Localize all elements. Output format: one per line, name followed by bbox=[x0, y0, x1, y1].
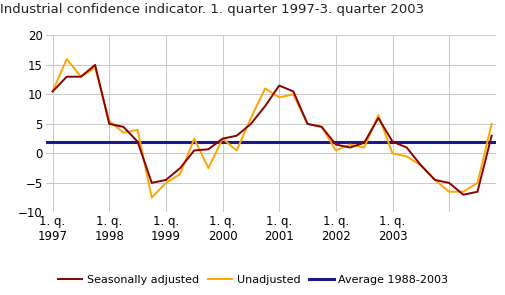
Seasonally adjusted bbox=[276, 84, 282, 87]
Unadjusted bbox=[219, 137, 225, 140]
Unadjusted bbox=[78, 75, 84, 78]
Unadjusted bbox=[191, 137, 197, 140]
Unadjusted bbox=[148, 196, 155, 199]
Unadjusted bbox=[276, 96, 282, 99]
Seasonally adjusted bbox=[332, 143, 338, 146]
Unadjusted bbox=[163, 181, 169, 185]
Seasonally adjusted bbox=[445, 181, 451, 185]
Seasonally adjusted bbox=[417, 163, 423, 167]
Seasonally adjusted bbox=[64, 75, 70, 78]
Unadjusted bbox=[262, 87, 268, 90]
Seasonally adjusted bbox=[474, 190, 480, 194]
Unadjusted bbox=[233, 149, 239, 152]
Seasonally adjusted bbox=[106, 122, 112, 126]
Unadjusted bbox=[134, 128, 140, 132]
Unadjusted bbox=[488, 122, 494, 126]
Line: Unadjusted: Unadjusted bbox=[53, 59, 491, 198]
Seasonally adjusted bbox=[304, 122, 310, 126]
Seasonally adjusted bbox=[134, 140, 140, 143]
Unadjusted bbox=[304, 122, 310, 126]
Unadjusted bbox=[290, 93, 296, 96]
Seasonally adjusted bbox=[92, 63, 98, 67]
Seasonally adjusted bbox=[460, 193, 466, 196]
Seasonally adjusted bbox=[148, 181, 155, 185]
Seasonally adjusted bbox=[318, 125, 324, 129]
Unadjusted bbox=[120, 131, 126, 135]
Seasonally adjusted bbox=[346, 146, 352, 149]
Seasonally adjusted bbox=[205, 148, 211, 151]
Seasonally adjusted bbox=[49, 90, 56, 93]
Unadjusted bbox=[375, 113, 381, 117]
Unadjusted bbox=[417, 163, 423, 167]
Unadjusted bbox=[460, 190, 466, 194]
Seasonally adjusted bbox=[488, 134, 494, 137]
Legend: Seasonally adjusted, Unadjusted, Average 1988-2003: Seasonally adjusted, Unadjusted, Average… bbox=[54, 271, 451, 289]
Unadjusted bbox=[247, 116, 254, 120]
Unadjusted bbox=[445, 190, 451, 194]
Seasonally adjusted bbox=[78, 75, 84, 78]
Unadjusted bbox=[403, 155, 409, 158]
Line: Seasonally adjusted: Seasonally adjusted bbox=[53, 65, 491, 195]
Unadjusted bbox=[106, 119, 112, 123]
Seasonally adjusted bbox=[177, 166, 183, 170]
Seasonally adjusted bbox=[262, 104, 268, 108]
Seasonally adjusted bbox=[163, 178, 169, 182]
Unadjusted bbox=[49, 90, 56, 93]
Seasonally adjusted bbox=[403, 146, 409, 149]
Seasonally adjusted bbox=[120, 125, 126, 129]
Unadjusted bbox=[346, 143, 352, 146]
Seasonally adjusted bbox=[247, 122, 254, 126]
Seasonally adjusted bbox=[219, 137, 225, 140]
Unadjusted bbox=[177, 172, 183, 176]
Seasonally adjusted bbox=[290, 90, 296, 93]
Unadjusted bbox=[389, 152, 395, 155]
Seasonally adjusted bbox=[191, 149, 197, 152]
Unadjusted bbox=[64, 57, 70, 61]
Unadjusted bbox=[205, 166, 211, 170]
Text: Industrial confidence indicator. 1. quarter 1997-3. quarter 2003: Industrial confidence indicator. 1. quar… bbox=[0, 3, 423, 16]
Unadjusted bbox=[361, 146, 367, 149]
Unadjusted bbox=[431, 178, 437, 182]
Seasonally adjusted bbox=[389, 140, 395, 143]
Average 1988-2003 bbox=[49, 140, 56, 143]
Unadjusted bbox=[474, 181, 480, 185]
Unadjusted bbox=[318, 125, 324, 129]
Unadjusted bbox=[92, 66, 98, 70]
Seasonally adjusted bbox=[361, 141, 367, 145]
Seasonally adjusted bbox=[431, 178, 437, 182]
Seasonally adjusted bbox=[233, 134, 239, 137]
Seasonally adjusted bbox=[375, 116, 381, 120]
Unadjusted bbox=[332, 149, 338, 152]
Average 1988-2003 bbox=[64, 140, 70, 143]
